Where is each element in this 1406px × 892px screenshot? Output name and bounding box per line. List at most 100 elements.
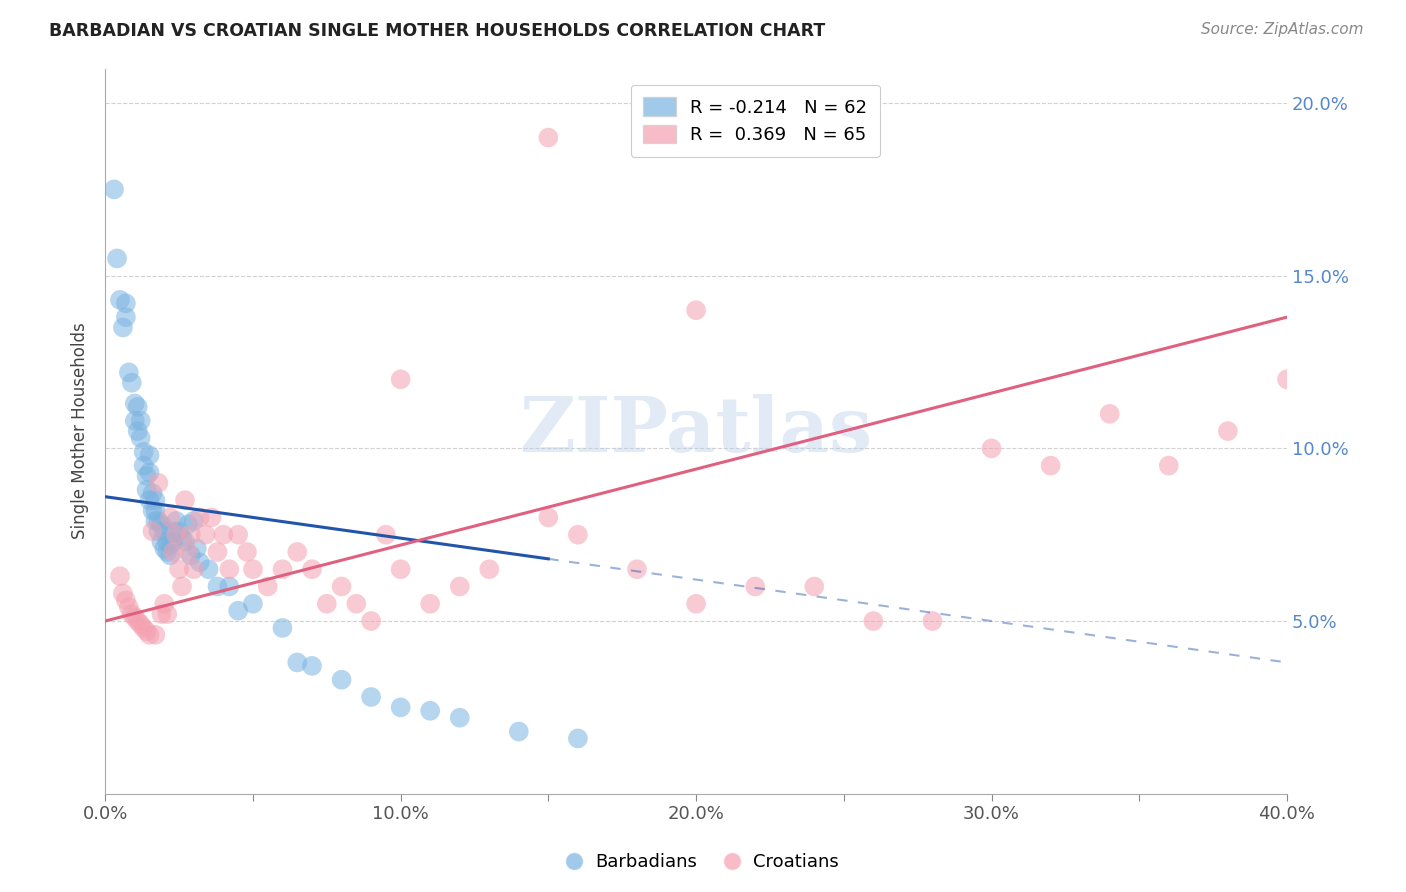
- Point: [744, 579, 766, 593]
- Point: [177, 545, 200, 559]
- Point: [148, 475, 170, 490]
- Point: [419, 704, 441, 718]
- Point: [271, 621, 294, 635]
- Point: [256, 579, 278, 593]
- Point: [153, 524, 176, 539]
- Point: [145, 503, 167, 517]
- Point: [118, 365, 141, 379]
- Point: [226, 527, 249, 541]
- Point: [197, 562, 219, 576]
- Point: [148, 524, 170, 539]
- Point: [183, 562, 205, 576]
- Point: [138, 448, 160, 462]
- Point: [159, 510, 181, 524]
- Point: [803, 579, 825, 593]
- Point: [115, 593, 138, 607]
- Point: [111, 320, 134, 334]
- Text: Source: ZipAtlas.com: Source: ZipAtlas.com: [1201, 22, 1364, 37]
- Point: [145, 514, 167, 528]
- Point: [537, 510, 560, 524]
- Point: [174, 493, 197, 508]
- Point: [212, 527, 235, 541]
- Point: [207, 579, 229, 593]
- Point: [188, 510, 211, 524]
- Point: [111, 586, 134, 600]
- Point: [135, 624, 157, 639]
- Point: [138, 493, 160, 508]
- Point: [162, 545, 184, 559]
- Point: [419, 597, 441, 611]
- Point: [167, 524, 190, 539]
- Point: [132, 621, 155, 635]
- Point: [150, 534, 173, 549]
- Point: [236, 545, 259, 559]
- Point: [118, 600, 141, 615]
- Point: [108, 569, 131, 583]
- Point: [980, 442, 1002, 456]
- Text: BARBADIAN VS CROATIAN SINGLE MOTHER HOUSEHOLDS CORRELATION CHART: BARBADIAN VS CROATIAN SINGLE MOTHER HOUS…: [49, 22, 825, 40]
- Point: [301, 659, 323, 673]
- Point: [124, 414, 146, 428]
- Point: [271, 562, 294, 576]
- Point: [141, 503, 163, 517]
- Point: [115, 310, 138, 325]
- Point: [389, 372, 412, 386]
- Y-axis label: Single Mother Households: Single Mother Households: [72, 323, 89, 540]
- Point: [159, 549, 181, 563]
- Point: [138, 628, 160, 642]
- Point: [242, 562, 264, 576]
- Point: [135, 483, 157, 497]
- Point: [1039, 458, 1062, 473]
- Point: [180, 549, 202, 563]
- Point: [685, 597, 707, 611]
- Point: [567, 527, 589, 541]
- Point: [156, 607, 179, 621]
- Point: [862, 614, 884, 628]
- Point: [156, 534, 179, 549]
- Point: [360, 690, 382, 704]
- Point: [170, 579, 193, 593]
- Point: [162, 534, 184, 549]
- Point: [124, 396, 146, 410]
- Point: [165, 527, 187, 541]
- Point: [132, 445, 155, 459]
- Point: [226, 604, 249, 618]
- Point: [685, 303, 707, 318]
- Point: [200, 510, 222, 524]
- Point: [285, 656, 308, 670]
- Point: [285, 545, 308, 559]
- Point: [449, 711, 471, 725]
- Point: [132, 458, 155, 473]
- Point: [129, 617, 152, 632]
- Point: [1216, 424, 1239, 438]
- Point: [183, 514, 205, 528]
- Point: [159, 538, 181, 552]
- Point: [127, 424, 149, 438]
- Point: [105, 252, 128, 266]
- Point: [218, 562, 240, 576]
- Point: [478, 562, 501, 576]
- Text: ZIPatlas: ZIPatlas: [520, 394, 873, 468]
- Point: [374, 527, 396, 541]
- Point: [537, 130, 560, 145]
- Point: [1275, 372, 1298, 386]
- Point: [344, 597, 367, 611]
- Point: [141, 486, 163, 500]
- Point: [242, 597, 264, 611]
- Point: [103, 182, 125, 196]
- Point: [124, 610, 146, 624]
- Point: [129, 414, 152, 428]
- Point: [145, 493, 167, 508]
- Point: [127, 400, 149, 414]
- Point: [153, 597, 176, 611]
- Point: [148, 514, 170, 528]
- Point: [207, 545, 229, 559]
- Point: [449, 579, 471, 593]
- Point: [115, 296, 138, 310]
- Point: [194, 527, 217, 541]
- Point: [177, 517, 200, 532]
- Point: [626, 562, 648, 576]
- Point: [121, 376, 143, 390]
- Point: [121, 607, 143, 621]
- Point: [921, 614, 943, 628]
